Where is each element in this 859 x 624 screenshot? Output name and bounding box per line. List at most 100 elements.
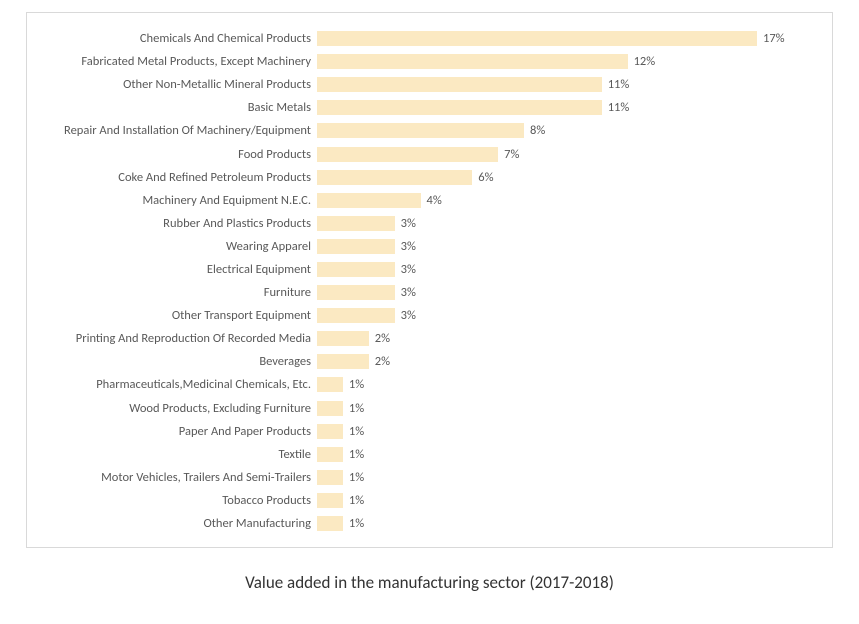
bar xyxy=(317,77,602,92)
bar xyxy=(317,493,343,508)
bar xyxy=(317,377,343,392)
bar-area: 1% xyxy=(317,466,812,489)
category-label: Electrical Equipment xyxy=(27,262,317,277)
bar xyxy=(317,424,343,439)
value-label: 3% xyxy=(401,262,416,277)
chart-row: Chemicals And Chemical Products 17% xyxy=(27,27,812,50)
chart-container: Chemicals And Chemical Products 17% Fabric… xyxy=(26,12,833,548)
chart-row: Motor Vehicles, Trailers And Semi-Traile… xyxy=(27,466,812,489)
bar xyxy=(317,123,524,138)
category-label: Motor Vehicles, Trailers And Semi-Traile… xyxy=(27,470,317,485)
value-label: 4% xyxy=(427,193,442,208)
bar xyxy=(317,193,421,208)
chart-row: Repair And Installation Of Machinery/Equ… xyxy=(27,119,812,142)
chart-row: Furniture 3% xyxy=(27,281,812,304)
value-label: 7% xyxy=(504,147,519,162)
value-label: 11% xyxy=(608,100,630,115)
chart-row: Electrical Equipment 3% xyxy=(27,258,812,281)
bar xyxy=(317,100,602,115)
category-label: Rubber And Plastics Products xyxy=(27,216,317,231)
chart-row: Other Transport Equipment 3% xyxy=(27,304,812,327)
bar xyxy=(317,354,369,369)
value-label: 1% xyxy=(349,493,364,508)
chart-row: Printing And Reproduction Of Recorded Me… xyxy=(27,327,812,350)
chart-row: Food Products 7% xyxy=(27,142,812,165)
bar-area: 4% xyxy=(317,189,812,212)
category-label: Other Manufacturing xyxy=(27,516,317,531)
category-label: Tobacco Products xyxy=(27,493,317,508)
value-label: 8% xyxy=(530,123,545,138)
value-label: 17% xyxy=(763,31,785,46)
bar-area: 1% xyxy=(317,512,812,535)
category-label: Beverages xyxy=(27,354,317,369)
value-label: 3% xyxy=(401,216,416,231)
chart-row: Basic Metals 11% xyxy=(27,96,812,119)
bar-area: 1% xyxy=(317,443,812,466)
value-label: 3% xyxy=(401,308,416,323)
bar-area: 8% xyxy=(317,119,812,142)
category-label: Printing And Reproduction Of Recorded Me… xyxy=(27,331,317,346)
bar-area: 6% xyxy=(317,166,812,189)
chart-row: Coke And Refined Petroleum Products 6% xyxy=(27,166,812,189)
bar xyxy=(317,239,395,254)
category-label: Textile xyxy=(27,447,317,462)
chart-row: Fabricated Metal Products, Except Machin… xyxy=(27,50,812,73)
category-label: Chemicals And Chemical Products xyxy=(27,31,317,46)
bar xyxy=(317,285,395,300)
value-label: 1% xyxy=(349,516,364,531)
value-label: 6% xyxy=(478,170,493,185)
bar-area: 11% xyxy=(317,96,812,119)
bar xyxy=(317,516,343,531)
bar xyxy=(317,147,498,162)
chart-row: Textile 1% xyxy=(27,443,812,466)
chart-row: Paper And Paper Products1% xyxy=(27,420,812,443)
bar-area: 3% xyxy=(317,212,812,235)
chart-row: Pharmaceuticals,Medicinal Chemicals, Etc… xyxy=(27,373,812,396)
category-label: Pharmaceuticals,Medicinal Chemicals, Etc… xyxy=(27,377,317,392)
category-label: Other Non-Metallic Mineral Products xyxy=(27,77,317,92)
bar-area: 2% xyxy=(317,327,812,350)
bar-area: 1% xyxy=(317,373,812,396)
chart-row: Machinery And Equipment N.E.C. 4% xyxy=(27,189,812,212)
chart-caption: Value added in the manufacturing sector … xyxy=(0,572,859,593)
bar xyxy=(317,170,472,185)
chart-row: Other Non-Metallic Mineral Products 11% xyxy=(27,73,812,96)
bar xyxy=(317,331,369,346)
category-label: Wearing Apparel xyxy=(27,239,317,254)
bar xyxy=(317,262,395,277)
category-label: Food Products xyxy=(27,147,317,162)
category-label: Fabricated Metal Products, Except Machin… xyxy=(27,54,317,69)
category-label: Repair And Installation Of Machinery/Equ… xyxy=(27,123,317,138)
bar xyxy=(317,308,395,323)
value-label: 1% xyxy=(349,401,364,416)
bar-area: 1% xyxy=(317,420,812,443)
value-label: 11% xyxy=(608,77,630,92)
chart-row: Rubber And Plastics Products 3% xyxy=(27,212,812,235)
chart-row: Wood Products, Excluding Furniture 1% xyxy=(27,397,812,420)
category-label: Other Transport Equipment xyxy=(27,308,317,323)
value-label: 1% xyxy=(349,424,364,439)
category-label: Wood Products, Excluding Furniture xyxy=(27,401,317,416)
chart-row: Beverages2% xyxy=(27,350,812,373)
value-label: 12% xyxy=(634,54,656,69)
bar xyxy=(317,31,757,46)
chart-row: Wearing Apparel 3% xyxy=(27,235,812,258)
value-label: 3% xyxy=(401,239,416,254)
value-label: 1% xyxy=(349,447,364,462)
bar xyxy=(317,447,343,462)
category-label: Machinery And Equipment N.E.C. xyxy=(27,193,317,208)
category-label: Furniture xyxy=(27,285,317,300)
value-label: 1% xyxy=(349,377,364,392)
chart-row: Tobacco Products 1% xyxy=(27,489,812,512)
bar-area: 11% xyxy=(317,73,812,96)
bar xyxy=(317,401,343,416)
bar-area: 7% xyxy=(317,142,812,165)
bar-area: 3% xyxy=(317,304,812,327)
category-label: Basic Metals xyxy=(27,100,317,115)
bar-area: 1% xyxy=(317,489,812,512)
bar-area: 2% xyxy=(317,350,812,373)
bar xyxy=(317,470,343,485)
category-label: Coke And Refined Petroleum Products xyxy=(27,170,317,185)
value-label: 3% xyxy=(401,285,416,300)
bar-area: 3% xyxy=(317,235,812,258)
